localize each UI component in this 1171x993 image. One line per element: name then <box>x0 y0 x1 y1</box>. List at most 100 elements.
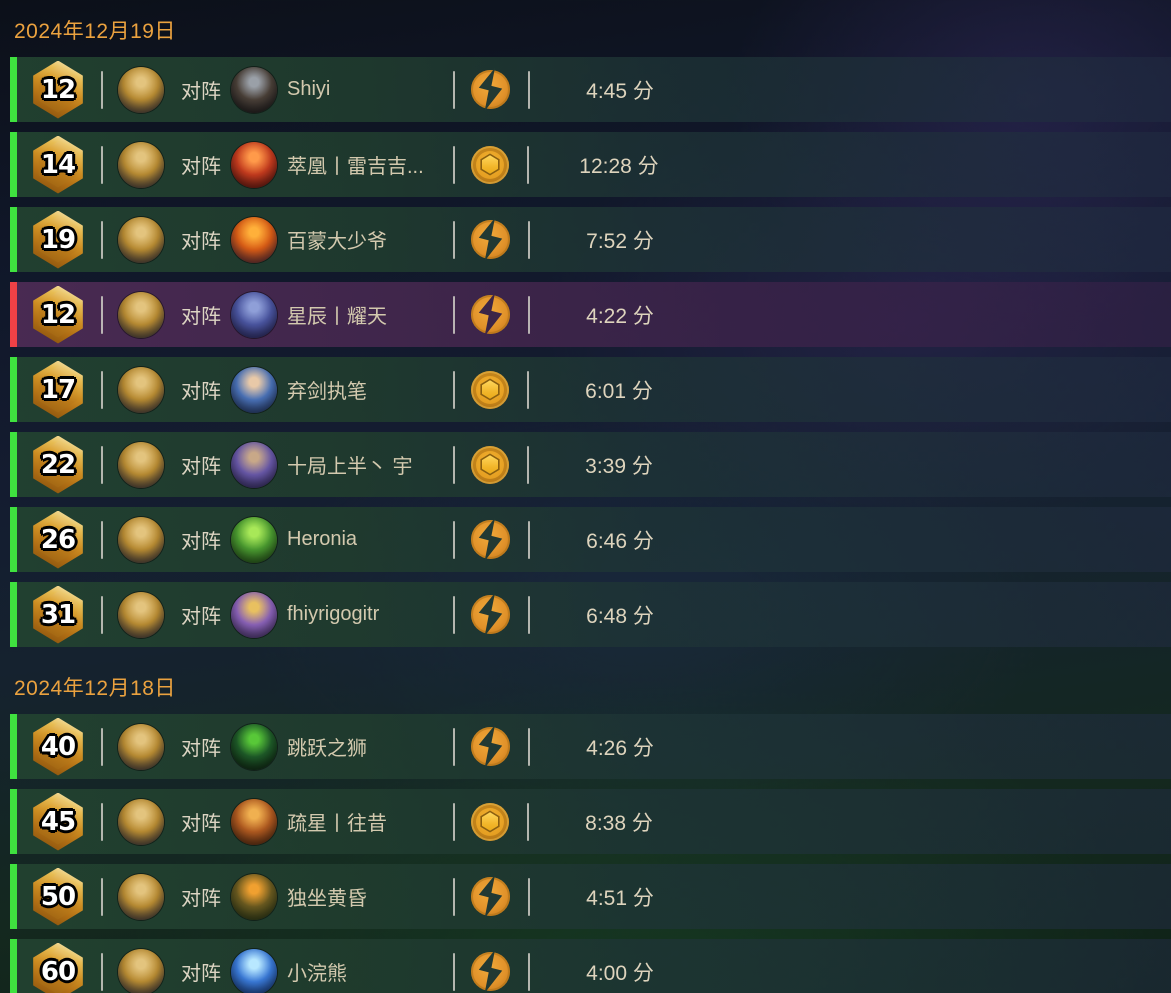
rank-number: 12 <box>40 74 76 105</box>
day-rows: 12 对阵 Shiyi 4:45 分 14 对阵 萃凰丨雷吉吉... 12:28… <box>0 57 1171 647</box>
divider <box>528 952 530 991</box>
coin-icon <box>471 370 509 409</box>
opponent-avatar <box>231 873 277 920</box>
rank-number: 31 <box>40 599 76 630</box>
divider <box>528 295 530 334</box>
date-header: 2024年12月19日 <box>14 20 176 43</box>
match-row[interactable]: 22 对阵 十局上半丶 宇 3:39 分 <box>10 432 1171 497</box>
rank-number: 45 <box>40 806 76 837</box>
divider <box>101 877 103 916</box>
match-row[interactable]: 50 对阵 独坐黄昏 4:51 分 <box>10 864 1171 929</box>
coin-icon <box>471 802 509 841</box>
divider <box>453 952 455 991</box>
match-row[interactable]: 19 对阵 百蒙大少爷 7:52 分 <box>10 207 1171 272</box>
versus-label: 对阵 <box>181 81 221 103</box>
match-duration: 6:48 分 <box>586 604 654 628</box>
versus-label: 对阵 <box>181 888 221 910</box>
rank-badge-hex-icon: 17 <box>33 360 83 419</box>
lightning-bolt-icon <box>471 727 510 766</box>
rank-number: 40 <box>40 731 76 762</box>
opponent-avatar <box>231 66 277 113</box>
rank-number: 22 <box>40 449 76 480</box>
rank-number: 19 <box>40 224 76 255</box>
divider <box>527 802 529 841</box>
opponent-name: 十局上半丶 宇 <box>287 456 413 478</box>
lightning-bolt-icon <box>471 520 510 559</box>
divider <box>101 145 103 184</box>
opponent-name: Heronia <box>287 528 358 550</box>
divider <box>101 445 103 484</box>
versus-label: 对阵 <box>181 963 221 985</box>
versus-label: 对阵 <box>181 531 221 553</box>
player-avatar <box>118 591 164 638</box>
divider <box>453 70 455 109</box>
divider <box>527 145 529 184</box>
rank-number: 14 <box>40 149 76 180</box>
opponent-avatar <box>231 441 277 488</box>
match-row[interactable]: 45 对阵 疏星丨往昔 8:38 分 <box>10 789 1171 854</box>
divider <box>453 295 455 334</box>
match-duration: 7:52 分 <box>586 229 654 253</box>
result-indicator-bar <box>10 132 17 197</box>
rank-badge-hex-icon: 22 <box>33 435 83 494</box>
rank-badge-hex-icon: 40 <box>33 717 83 776</box>
match-row[interactable]: 12 对阵 星辰丨耀天 4:22 分 <box>10 282 1171 347</box>
versus-label: 对阵 <box>181 813 221 835</box>
match-row[interactable]: 26 对阵 Heronia 6:46 分 <box>10 507 1171 572</box>
match-duration: 3:39 分 <box>585 454 653 478</box>
divider <box>101 727 103 766</box>
versus-label: 对阵 <box>181 456 221 478</box>
divider <box>453 145 455 184</box>
opponent-avatar <box>231 798 277 845</box>
divider <box>101 520 103 559</box>
match-duration: 4:00 分 <box>586 961 654 985</box>
divider <box>528 727 530 766</box>
opponent-avatar <box>231 948 277 993</box>
divider <box>453 370 455 409</box>
day-rows: 40 对阵 跳跃之狮 4:26 分 45 对阵 疏星丨往昔 8:38 分 50 … <box>0 714 1171 993</box>
opponent-avatar <box>231 366 277 413</box>
day-section: 2024年12月18日 40 对阵 跳跃之狮 4:26 分 45 对阵 疏星丨往… <box>0 657 1171 993</box>
result-indicator-bar <box>10 207 17 272</box>
divider <box>453 520 455 559</box>
opponent-avatar <box>231 216 277 263</box>
match-duration: 4:22 分 <box>586 304 654 328</box>
divider <box>101 70 103 109</box>
date-header: 2024年12月18日 <box>14 677 176 700</box>
opponent-name: 独坐黄昏 <box>287 888 367 910</box>
opponent-avatar <box>231 141 277 188</box>
result-indicator-bar <box>10 939 17 993</box>
player-avatar <box>118 516 164 563</box>
opponent-name: 疏星丨往昔 <box>287 813 387 835</box>
rank-badge-hex-icon: 31 <box>33 585 83 644</box>
versus-label: 对阵 <box>181 306 221 328</box>
match-row[interactable]: 12 对阵 Shiyi 4:45 分 <box>10 57 1171 122</box>
rank-number: 60 <box>40 956 76 987</box>
divider <box>528 877 530 916</box>
opponent-name: 弃剑执笔 <box>287 381 367 403</box>
player-avatar <box>118 141 164 188</box>
day-section: 2024年12月19日 12 对阵 Shiyi 4:45 分 14 对阵 萃凰丨… <box>0 0 1171 647</box>
coin-icon <box>471 445 509 484</box>
match-row[interactable]: 31 对阵 fhiyrigogitr 6:48 分 <box>10 582 1171 647</box>
result-indicator-bar <box>10 789 17 854</box>
opponent-name: 跳跃之狮 <box>287 738 367 760</box>
rank-badge-hex-icon: 60 <box>33 942 83 993</box>
result-indicator-bar <box>10 57 17 122</box>
match-duration: 4:51 分 <box>586 886 654 910</box>
match-row[interactable]: 40 对阵 跳跃之狮 4:26 分 <box>10 714 1171 779</box>
divider <box>453 445 455 484</box>
divider <box>101 370 103 409</box>
opponent-name: fhiyrigogitr <box>287 603 380 625</box>
divider <box>101 595 103 634</box>
match-row[interactable]: 14 对阵 萃凰丨雷吉吉... 12:28 分 <box>10 132 1171 197</box>
match-row[interactable]: 60 对阵 小浣熊 4:00 分 <box>10 939 1171 993</box>
match-row[interactable]: 17 对阵 弃剑执笔 6:01 分 <box>10 357 1171 422</box>
opponent-name: 萃凰丨雷吉吉... <box>287 156 424 178</box>
divider <box>101 220 103 259</box>
player-avatar <box>118 723 164 770</box>
divider <box>453 802 455 841</box>
versus-label: 对阵 <box>181 156 221 178</box>
result-indicator-bar <box>10 864 17 929</box>
